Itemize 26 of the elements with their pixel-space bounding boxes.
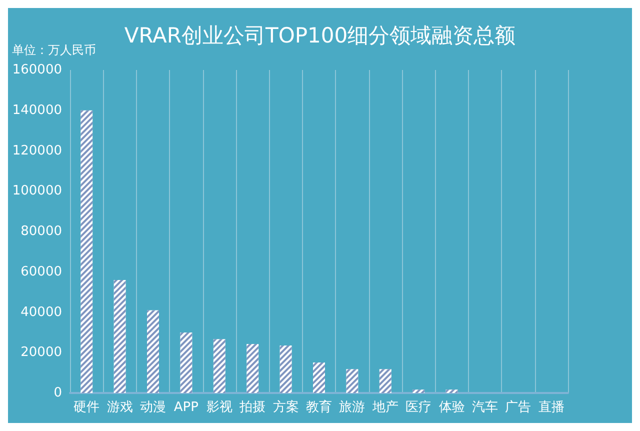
x-tick-label: 医疗 <box>406 400 432 415</box>
y-tick-label: 40000 <box>20 304 62 320</box>
y-axis-title: 单位：万人民币 <box>12 43 96 57</box>
x-tick-label: 影视 <box>206 400 232 415</box>
y-tick-label: 0 <box>54 386 62 400</box>
y-tick-label: 120000 <box>12 143 62 158</box>
y-tick-label: 60000 <box>20 264 62 280</box>
x-tick-label: 硬件 <box>74 400 100 415</box>
y-tick-label: 140000 <box>12 102 62 118</box>
chart-title: VRAR创业公司TOP100细分领域融资总额 <box>124 24 516 48</box>
y-tick-label: 80000 <box>20 224 62 239</box>
x-tick-label: APP <box>174 400 199 415</box>
y-tick-label: 20000 <box>20 345 62 360</box>
x-tick-label: 直播 <box>538 400 564 415</box>
y-tick-label: 100000 <box>12 184 62 199</box>
x-tick-label: 体验 <box>438 400 465 415</box>
x-tick-label: 汽车 <box>472 400 498 415</box>
x-tick-label: 游戏 <box>106 400 133 415</box>
x-tick-label: 方案 <box>272 399 299 415</box>
x-tick-label: 地产 <box>371 400 398 415</box>
x-tick-label: 动漫 <box>140 400 166 415</box>
x-tick-label: 旅游 <box>339 400 366 415</box>
x-tick-label: 广告 <box>505 400 532 415</box>
x-tick-label: 教育 <box>306 399 332 415</box>
y-tick-label: 160000 <box>12 62 62 78</box>
x-tick-label: 拍摄 <box>238 400 266 415</box>
